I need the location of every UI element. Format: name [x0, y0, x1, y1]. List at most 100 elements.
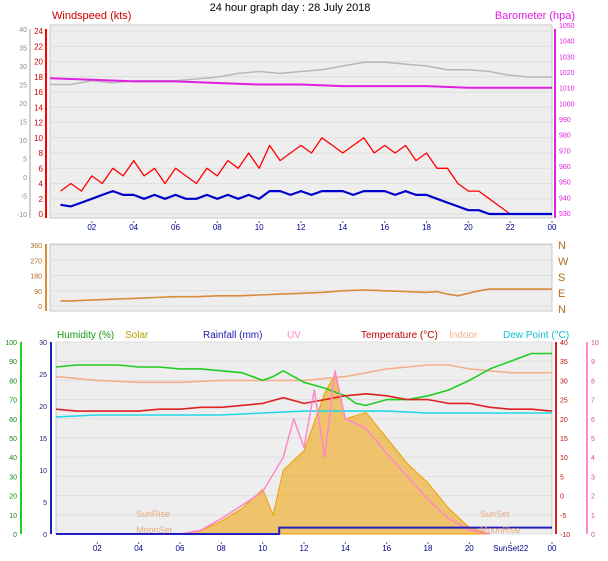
indoor-temp-line [55, 364, 552, 384]
wind-panel [49, 24, 553, 219]
barometer-axis-tick: 1020 [559, 70, 575, 77]
temp-axis-tick: -5 [560, 513, 566, 520]
barometer-axis-tick: 1030 [559, 54, 575, 61]
direction-axis-tick: 270 [30, 258, 42, 265]
wind-x-tick: 22 [506, 223, 515, 232]
barometer-axis-tick: 970 [559, 148, 571, 155]
rain-axis-tick: 20 [39, 404, 47, 411]
compass-label: W [558, 256, 569, 268]
climate-x-tick: 14 [341, 544, 350, 553]
outer-axis-tick: 20 [19, 101, 27, 108]
outer-axis-tick: -5 [21, 194, 27, 201]
wind-axis-tick: 14 [34, 103, 43, 112]
climate-x-tick: 00 [548, 544, 557, 553]
climate-x-tick: 18 [424, 544, 433, 553]
wind-axis-tick: 18 [34, 73, 43, 82]
temperature-line [55, 392, 553, 412]
astro-label: SunRise [136, 509, 170, 519]
humidity-axis-tick: 90 [9, 359, 17, 366]
outer-axis-tick: 5 [23, 157, 27, 164]
uv-line [179, 370, 491, 535]
chart-layer: 4035302520151050-5-102422201816141210864… [5, 10, 599, 553]
humidity-axis-tick: 20 [9, 494, 17, 501]
astro-label: SunSet [480, 509, 510, 519]
dew-point-line [55, 410, 552, 418]
climate-x-tick: 02 [93, 544, 102, 553]
wind-x-tick: 20 [464, 223, 473, 232]
wind-axis-tick: 0 [39, 210, 44, 219]
direction-axis-tick: 360 [30, 243, 42, 250]
outer-axis-tick: 10 [19, 138, 27, 145]
temp-axis-tick: 35 [560, 359, 568, 366]
humidity-axis-tick: 10 [9, 513, 17, 520]
climate-legend-item: Indoor [449, 330, 478, 341]
climate-x-tick: 12 [300, 544, 309, 553]
barometer-axis-tick: 1000 [559, 101, 575, 108]
temp-axis-tick: 0 [560, 494, 564, 501]
rain-axis-tick: 15 [39, 436, 47, 443]
astro-label: MoonSet [136, 525, 173, 535]
temp-axis-tick: 25 [560, 398, 568, 405]
humidity-axis-tick: 80 [9, 378, 17, 385]
outer-axis-tick: -10 [17, 212, 27, 219]
uv-axis-tick: 1 [591, 513, 595, 520]
rainfall-line [56, 526, 552, 535]
climate-legend-item: Solar [125, 330, 149, 341]
compass-label: E [558, 288, 565, 300]
uv-axis-tick: 7 [591, 398, 595, 405]
humidity-axis-tick: 30 [9, 474, 17, 481]
humidity-axis-tick: 50 [9, 436, 17, 443]
climate-x-tick: 16 [382, 544, 391, 553]
wind-x-tick: 18 [422, 223, 431, 232]
barometer-axis-tick: 1050 [559, 23, 575, 30]
barometer-legend: Barometer (hpa) [495, 10, 575, 22]
wind-x-tick: 00 [548, 223, 557, 232]
humidity-axis-tick: 70 [9, 398, 17, 405]
wind-legend: Windspeed (kts) [52, 10, 131, 22]
compass-label: S [558, 272, 565, 284]
temp-axis-tick: 10 [560, 455, 568, 462]
climate-legend-item: UV [287, 330, 301, 341]
uv-axis-tick: 3 [591, 474, 595, 481]
outer-axis-tick: 15 [19, 120, 27, 127]
uv-axis-tick: 6 [591, 417, 595, 424]
page-title: 24 hour graph day : 28 July 2018 [210, 2, 371, 14]
wind-x-tick: 06 [171, 223, 180, 232]
astro-label: MoonRise [480, 525, 521, 535]
wind-axis-tick: 24 [34, 27, 43, 36]
uv-axis-tick: 9 [591, 359, 595, 366]
barometer-axis-tick: 1010 [559, 86, 575, 93]
wind-x-tick: 16 [380, 223, 389, 232]
temp-axis-tick: 30 [560, 378, 568, 385]
temp-axis-tick: 15 [560, 436, 568, 443]
wind-x-tick: 10 [255, 223, 264, 232]
barometer-axis-tick: 980 [559, 133, 571, 140]
direction-axis-tick: 90 [34, 289, 42, 296]
outer-axis-tick: 40 [19, 27, 27, 34]
compass-label: N [558, 240, 566, 252]
wind-axis-tick: 20 [34, 58, 43, 67]
climate-x-tick: 06 [176, 544, 185, 553]
direction-axis-tick: 180 [30, 274, 42, 281]
climate-x-tick: 10 [258, 544, 267, 553]
wind-axis-tick: 10 [34, 134, 43, 143]
uv-axis-tick: 0 [591, 532, 595, 539]
humidity-axis-tick: 100 [5, 340, 17, 347]
wind-axis-tick: 16 [34, 88, 43, 97]
humidity-axis-tick: 0 [13, 532, 17, 539]
climate-x-tick: 04 [134, 544, 143, 553]
climate-x-tick: SunSet22 [493, 544, 529, 553]
wind-x-tick: 14 [338, 223, 347, 232]
wind-x-tick: 02 [87, 223, 96, 232]
windspeed-line [60, 137, 552, 215]
climate-x-tick: 08 [217, 544, 226, 553]
rain-axis-tick: 25 [39, 372, 47, 379]
temp-axis-tick: 40 [560, 340, 568, 347]
climate-legend-item: Humidity (%) [57, 330, 114, 341]
barometer-axis-tick: 1040 [559, 39, 575, 46]
barometer-axis-tick: 960 [559, 164, 571, 171]
climate-legend-item: Temperature (°C) [361, 330, 438, 341]
direction-axis-tick: 0 [38, 304, 42, 311]
direction-panel [49, 243, 553, 312]
